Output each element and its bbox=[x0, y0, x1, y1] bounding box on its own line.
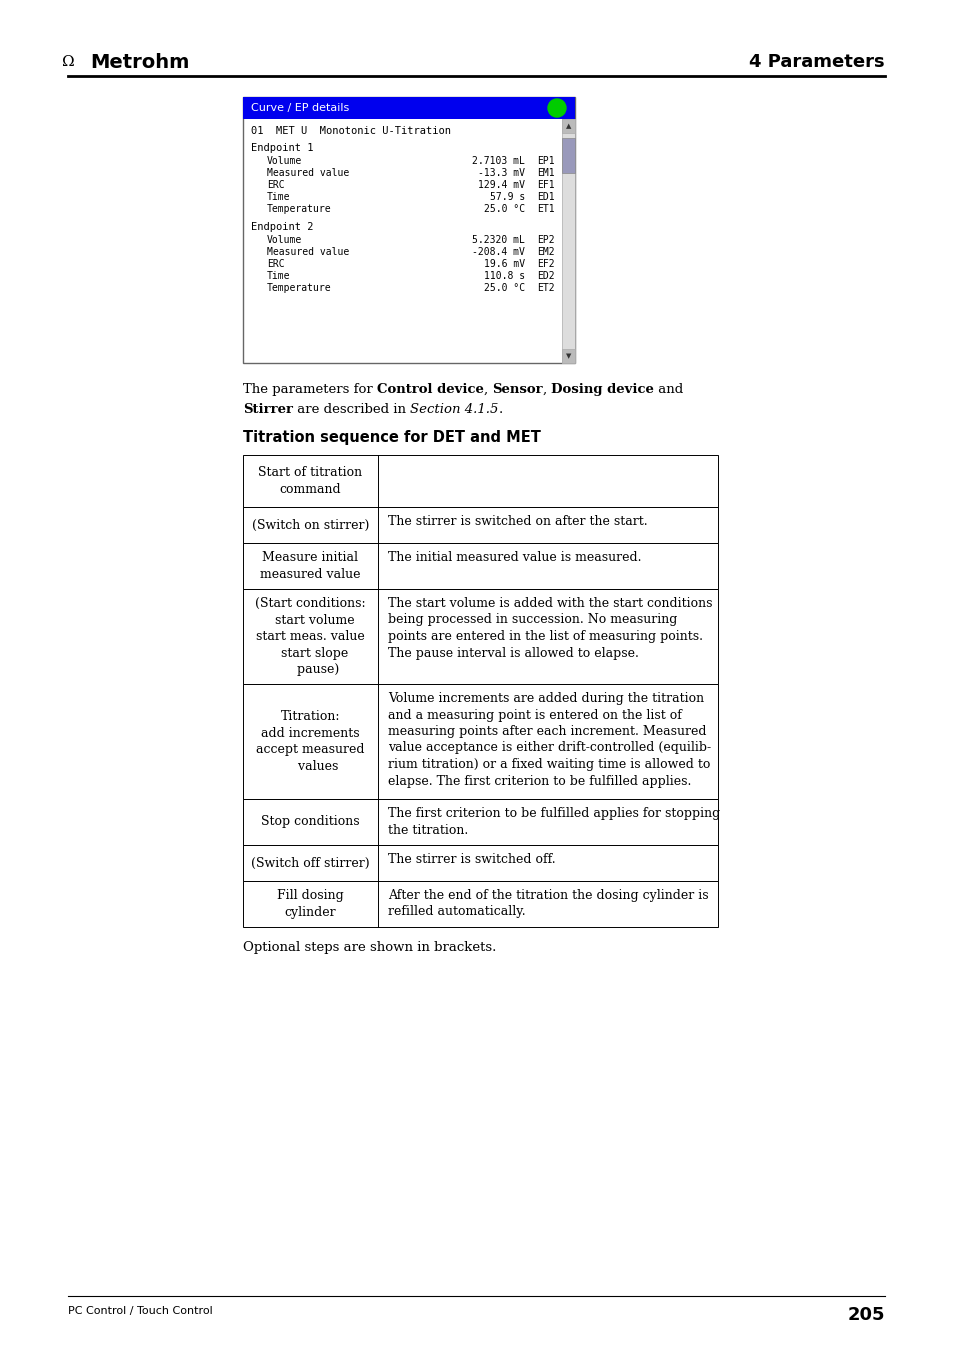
Text: Start of titration
command: Start of titration command bbox=[258, 466, 362, 495]
Bar bbox=[243, 97, 575, 119]
Text: -13.3 mV: -13.3 mV bbox=[477, 167, 524, 178]
Text: Temperature: Temperature bbox=[267, 284, 332, 293]
Text: Optional steps are shown in brackets.: Optional steps are shown in brackets. bbox=[243, 941, 496, 954]
Text: Measured value: Measured value bbox=[267, 167, 349, 178]
Bar bbox=[243, 589, 718, 684]
Text: ERC: ERC bbox=[267, 259, 284, 269]
Bar bbox=[561, 119, 575, 363]
Text: Volume increments are added during the titration
and a measuring point is entere: Volume increments are added during the t… bbox=[388, 693, 710, 787]
Text: EM2: EM2 bbox=[537, 247, 555, 256]
Text: Measure initial
measured value: Measure initial measured value bbox=[260, 551, 360, 580]
Text: 129.4 mV: 129.4 mV bbox=[477, 180, 524, 190]
Text: EM1: EM1 bbox=[537, 167, 555, 178]
Text: Volume: Volume bbox=[267, 235, 302, 244]
Text: 2.7103 mL: 2.7103 mL bbox=[472, 157, 524, 166]
Text: ▲: ▲ bbox=[565, 123, 571, 130]
Text: Fill dosing
cylinder: Fill dosing cylinder bbox=[276, 890, 343, 919]
Text: Section 4.1.5: Section 4.1.5 bbox=[410, 404, 498, 416]
Text: EF1: EF1 bbox=[537, 180, 555, 190]
Bar bbox=[561, 119, 575, 134]
Text: 205: 205 bbox=[846, 1305, 884, 1324]
Bar bbox=[243, 684, 718, 799]
Text: Time: Time bbox=[267, 192, 291, 202]
Text: Endpoint 2: Endpoint 2 bbox=[251, 221, 314, 232]
Text: The initial measured value is measured.: The initial measured value is measured. bbox=[388, 551, 640, 564]
Text: are described in: are described in bbox=[293, 404, 410, 416]
Text: Control device: Control device bbox=[376, 383, 483, 396]
Bar bbox=[243, 508, 718, 543]
Text: 4 Parameters: 4 Parameters bbox=[749, 53, 884, 72]
Bar bbox=[243, 543, 718, 589]
Text: 57.9 s: 57.9 s bbox=[489, 192, 524, 202]
Text: (Switch on stirrer): (Switch on stirrer) bbox=[252, 518, 369, 532]
Text: 25.0 °C: 25.0 °C bbox=[483, 284, 524, 293]
Text: Titration:
add increments
accept measured
    values: Titration: add increments accept measure… bbox=[256, 710, 364, 772]
Text: (Start conditions:
  start volume
start meas. value
  start slope
    pause): (Start conditions: start volume start me… bbox=[254, 597, 365, 676]
Text: 19.6 mV: 19.6 mV bbox=[483, 259, 524, 269]
Text: Ω: Ω bbox=[62, 55, 74, 69]
Text: Measured value: Measured value bbox=[267, 247, 349, 256]
Text: Titration sequence for DET and MET: Titration sequence for DET and MET bbox=[243, 431, 540, 446]
Text: Sensor: Sensor bbox=[492, 383, 542, 396]
Circle shape bbox=[547, 99, 565, 117]
Text: The stirrer is switched on after the start.: The stirrer is switched on after the sta… bbox=[388, 514, 647, 528]
Text: EF2: EF2 bbox=[537, 259, 555, 269]
Text: Time: Time bbox=[267, 271, 291, 281]
Text: -208.4 mV: -208.4 mV bbox=[472, 247, 524, 256]
Text: EP1: EP1 bbox=[537, 157, 555, 166]
Text: ERC: ERC bbox=[267, 180, 284, 190]
Bar bbox=[243, 882, 718, 927]
Bar bbox=[561, 350, 575, 363]
Bar bbox=[561, 138, 575, 173]
Text: The stirrer is switched off.: The stirrer is switched off. bbox=[388, 853, 555, 865]
Text: .: . bbox=[498, 404, 502, 416]
Bar bbox=[243, 97, 575, 363]
Text: Dosing device: Dosing device bbox=[551, 383, 654, 396]
Bar bbox=[243, 845, 718, 882]
Text: (Switch off stirrer): (Switch off stirrer) bbox=[251, 856, 370, 869]
Text: ,: , bbox=[542, 383, 551, 396]
Text: ED2: ED2 bbox=[537, 271, 555, 281]
Text: Stirrer: Stirrer bbox=[243, 404, 293, 416]
Text: After the end of the titration the dosing cylinder is
refilled automatically.: After the end of the titration the dosin… bbox=[388, 890, 708, 918]
Text: ▼: ▼ bbox=[565, 352, 571, 359]
Text: EP2: EP2 bbox=[537, 235, 555, 244]
Bar bbox=[243, 799, 718, 845]
Text: Endpoint 1: Endpoint 1 bbox=[251, 143, 314, 153]
Bar bbox=[243, 455, 718, 508]
Text: ,: , bbox=[483, 383, 492, 396]
Text: Volume: Volume bbox=[267, 157, 302, 166]
Text: The first criterion to be fulfilled applies for stopping
the titration.: The first criterion to be fulfilled appl… bbox=[388, 807, 720, 837]
Text: and: and bbox=[654, 383, 682, 396]
Text: Stop conditions: Stop conditions bbox=[261, 815, 359, 829]
Text: 5.2320 mL: 5.2320 mL bbox=[472, 235, 524, 244]
Text: The parameters for: The parameters for bbox=[243, 383, 376, 396]
Text: PC Control / Touch Control: PC Control / Touch Control bbox=[68, 1305, 213, 1316]
Text: Metrohm: Metrohm bbox=[90, 53, 190, 72]
Text: The start volume is added with the start conditions
being processed in successio: The start volume is added with the start… bbox=[388, 597, 712, 660]
Text: ET2: ET2 bbox=[537, 284, 555, 293]
Text: ET1: ET1 bbox=[537, 204, 555, 215]
Text: Curve / EP details: Curve / EP details bbox=[251, 103, 349, 113]
Text: 25.0 °C: 25.0 °C bbox=[483, 204, 524, 215]
Text: ED1: ED1 bbox=[537, 192, 555, 202]
Text: 01  MET U  Monotonic U-Titration: 01 MET U Monotonic U-Titration bbox=[251, 126, 451, 136]
Text: Temperature: Temperature bbox=[267, 204, 332, 215]
Text: 110.8 s: 110.8 s bbox=[483, 271, 524, 281]
